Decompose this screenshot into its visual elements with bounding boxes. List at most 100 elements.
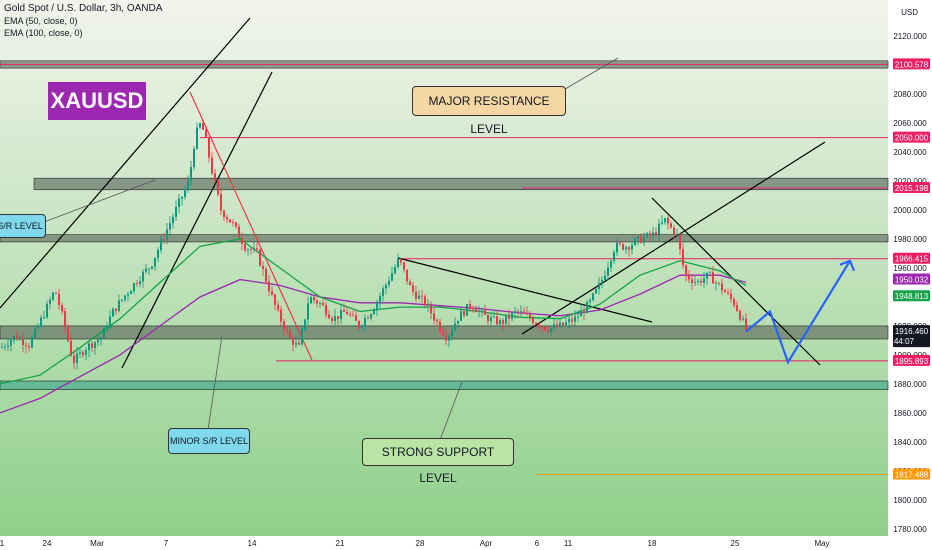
candle-body	[28, 346, 30, 348]
candle-body	[583, 310, 585, 313]
ema100-indicator-label: EMA (100, close, 0)	[4, 28, 83, 38]
candle-body	[334, 316, 336, 322]
candle-body	[238, 226, 240, 238]
candle-body	[694, 282, 696, 283]
candle-body	[556, 324, 558, 327]
candle-body	[205, 129, 207, 138]
y-tick-label: 1840.000	[893, 438, 927, 447]
candle-body	[523, 311, 525, 314]
candle-body	[382, 288, 384, 296]
candle-body	[307, 303, 309, 320]
candle-body	[418, 295, 420, 299]
trendline	[397, 257, 653, 323]
candle-body	[274, 294, 276, 305]
price-tag-label: 1916.460	[895, 327, 929, 336]
candle-body	[40, 317, 42, 326]
candle-body	[394, 267, 396, 274]
candle-body	[547, 330, 549, 333]
candle-body	[565, 322, 567, 326]
candle-body	[154, 257, 156, 267]
candle-body	[178, 198, 180, 207]
candle-body	[169, 223, 171, 230]
candle-body	[145, 268, 147, 272]
candle-body	[742, 318, 744, 320]
candle-body	[553, 324, 555, 328]
candle-body	[406, 269, 408, 282]
candle-body	[655, 232, 657, 235]
candle-body	[313, 297, 315, 301]
candle-body	[346, 311, 348, 315]
candle-body	[430, 304, 432, 314]
candle-body	[712, 272, 714, 284]
candle-body	[76, 353, 78, 364]
candle-body	[400, 258, 402, 263]
price-tag-label: 2100.578	[895, 60, 929, 69]
candle-body	[142, 271, 144, 282]
candle-body	[88, 343, 90, 351]
candle-body	[124, 295, 126, 300]
candle-body	[460, 311, 462, 321]
price-tag	[893, 182, 930, 194]
candle-body	[667, 217, 669, 224]
candle-body	[538, 324, 540, 327]
candle-body	[349, 314, 351, 316]
candle-body	[652, 232, 654, 236]
candle-body	[184, 189, 186, 197]
candle-body	[589, 299, 591, 303]
candle-body	[10, 340, 12, 346]
y-tick-label: 1980.000	[893, 235, 927, 244]
candle-body	[436, 320, 438, 322]
candle-body	[724, 290, 726, 293]
chart-title: Gold Spot / U.S. Dollar, 3h, OANDA	[4, 3, 163, 14]
candle-body	[331, 318, 333, 322]
candle-body	[736, 305, 738, 311]
price-tag	[893, 468, 930, 480]
price-tag-label: 2050.000	[895, 134, 929, 143]
x-tick-label: 25	[731, 539, 740, 548]
candle-body	[244, 244, 246, 251]
candle-body	[106, 327, 108, 329]
candle-body	[490, 316, 492, 322]
price-tag-label: 1817.488	[895, 470, 929, 479]
candle-body	[226, 217, 228, 220]
candle-body	[526, 313, 528, 315]
candle-body	[100, 337, 102, 340]
candle-body	[739, 310, 741, 320]
candle-body	[376, 301, 378, 311]
candle-body	[151, 266, 153, 269]
candle-body	[601, 280, 603, 284]
candle-body	[319, 303, 321, 304]
candle-body	[283, 321, 285, 330]
candle-body	[193, 148, 195, 168]
y-tick-label: 2040.000	[893, 148, 927, 157]
candle-body	[58, 293, 60, 305]
candle-body	[715, 282, 717, 284]
candle-body	[550, 327, 552, 333]
sr-zone	[0, 234, 889, 243]
y-tick-label: 2120.000	[893, 32, 927, 41]
x-tick-label: 1	[0, 539, 5, 548]
price-tag	[893, 354, 930, 366]
price-tag-countdown: 44:07	[894, 337, 915, 346]
candle-body	[577, 316, 579, 318]
candle-body	[61, 304, 63, 312]
candle-body	[517, 311, 519, 312]
candle-body	[745, 318, 747, 330]
candle-body	[46, 303, 48, 318]
candle-body	[559, 322, 561, 327]
candle-body	[493, 316, 495, 318]
candle-body	[427, 304, 429, 306]
x-tick-label: 18	[648, 539, 657, 548]
candle-body	[19, 338, 21, 340]
currency-label: USD	[901, 8, 918, 17]
time-axis	[0, 536, 888, 550]
candle-body	[235, 222, 237, 227]
candle-body	[172, 216, 174, 224]
price-tag	[893, 58, 930, 70]
candle-body	[457, 320, 459, 324]
callout-pointer	[207, 335, 223, 431]
candle-body	[391, 273, 393, 281]
candle-body	[253, 248, 255, 250]
candle-body	[733, 299, 735, 306]
candle-body	[586, 302, 588, 313]
